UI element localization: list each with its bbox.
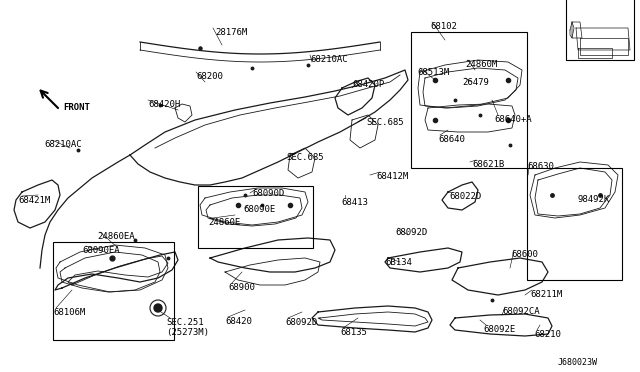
Text: 68621B: 68621B — [472, 160, 504, 169]
Text: 68210AC: 68210AC — [44, 140, 82, 149]
Text: 68900: 68900 — [228, 283, 255, 292]
Text: 68421M: 68421M — [18, 196, 51, 205]
Text: 68420H: 68420H — [148, 100, 180, 109]
Text: 68102: 68102 — [430, 22, 457, 31]
Text: 24860E: 24860E — [208, 218, 240, 227]
Text: 68090E: 68090E — [243, 205, 275, 214]
Text: J680023W: J680023W — [558, 358, 598, 367]
Text: SEC.685: SEC.685 — [366, 118, 404, 127]
Text: SEC.685: SEC.685 — [286, 153, 324, 162]
Text: 68090D: 68090D — [252, 189, 284, 198]
Text: 68092E: 68092E — [483, 325, 515, 334]
Bar — [53, 242, 174, 340]
Text: 68420: 68420 — [225, 317, 252, 326]
Text: 68513M: 68513M — [417, 68, 449, 77]
Text: 26479: 26479 — [462, 78, 489, 87]
Text: SEC.251: SEC.251 — [166, 318, 204, 327]
Bar — [527, 168, 622, 280]
Text: 28176M: 28176M — [215, 28, 247, 37]
Text: 68135: 68135 — [340, 328, 367, 337]
Bar — [411, 32, 527, 168]
Text: 68640: 68640 — [438, 135, 465, 144]
Text: 68092D: 68092D — [395, 228, 428, 237]
Text: 68090EA: 68090EA — [82, 246, 120, 255]
Text: (25273M): (25273M) — [166, 328, 209, 337]
Text: 68092CA: 68092CA — [502, 307, 540, 316]
Text: 68210: 68210 — [534, 330, 561, 339]
Text: 68600: 68600 — [511, 250, 538, 259]
Bar — [198, 186, 313, 248]
Text: 24860EA: 24860EA — [97, 232, 134, 241]
Text: 6B134: 6B134 — [385, 258, 412, 267]
Text: 68630: 68630 — [527, 162, 554, 171]
Text: 68413: 68413 — [341, 198, 368, 207]
Text: 68412M: 68412M — [376, 172, 408, 181]
Text: 24860M: 24860M — [465, 60, 497, 69]
Text: 68022D: 68022D — [449, 192, 481, 201]
Text: 98492K: 98492K — [577, 195, 609, 204]
Text: 68211M: 68211M — [530, 290, 563, 299]
Text: 68420P: 68420P — [352, 80, 384, 89]
Text: FRONT: FRONT — [63, 103, 90, 112]
Bar — [566, 0, 634, 60]
Text: 68640+A: 68640+A — [494, 115, 532, 124]
Text: 68210AC: 68210AC — [310, 55, 348, 64]
Text: 68106M: 68106M — [53, 308, 85, 317]
Text: 68092D: 68092D — [285, 318, 317, 327]
Text: 68200: 68200 — [196, 72, 223, 81]
Circle shape — [154, 304, 162, 312]
